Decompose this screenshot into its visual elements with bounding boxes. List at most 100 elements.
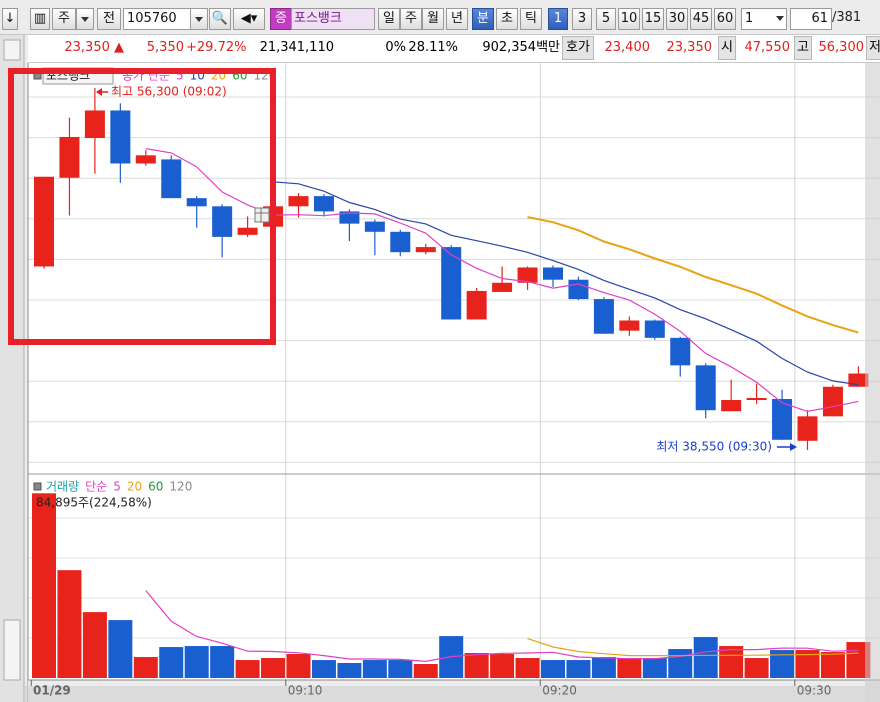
volume-readout: 84,895주(224,58%) (36, 496, 152, 510)
dropdown-arrow[interactable] (76, 8, 94, 30)
moving-average (527, 216, 859, 334)
dropdown-arrow[interactable] (772, 8, 786, 28)
bid: 23,350 (666, 40, 713, 55)
candle-body (619, 320, 640, 331)
volume-bar (820, 652, 845, 678)
amount: 902,354백만 (482, 40, 560, 55)
candle-body (441, 247, 462, 320)
x-tick-label: 09:30 (797, 684, 832, 698)
candle-body (644, 320, 665, 338)
volume-title: 거래량 (46, 480, 79, 494)
legend-icon (33, 482, 42, 491)
toolbar-button[interactable]: 월 (422, 8, 444, 30)
volume-bar (490, 654, 515, 678)
ask-label: 호가 (562, 36, 594, 60)
candle-body (543, 267, 563, 280)
legend-entry: 5 (113, 480, 121, 494)
speaker-button[interactable]: ◀▾ (233, 8, 265, 30)
toolbar-button[interactable]: 30 (666, 8, 688, 30)
frame-overlay (865, 63, 880, 702)
toolbar-button[interactable]: 초 (496, 8, 518, 30)
x-tick-label: 01/29 (33, 684, 71, 698)
change-rate: +29.72% (186, 40, 247, 55)
toolbar-button[interactable]: 1 (548, 8, 568, 30)
volume-bar (566, 660, 591, 678)
candle-body (415, 247, 436, 253)
toolbar-button[interactable]: 년 (446, 8, 468, 30)
table-icon[interactable] (254, 207, 270, 223)
search-button[interactable]: 🔍 (209, 8, 231, 30)
toolbar-button[interactable]: 틱 (520, 8, 542, 30)
low-annotation: 최저 38,550 (09:30) (656, 440, 772, 454)
volume-bar (719, 646, 744, 678)
code-input[interactable]: 105760 (123, 8, 191, 30)
volume-bar (337, 663, 362, 678)
candle-body (110, 110, 131, 164)
dropdown-arrow[interactable] (190, 8, 208, 30)
quote-bar: 23,350 ▲ 5,350 +29.72% 21,341,110 0% 28.… (28, 35, 880, 63)
toolbar-button[interactable]: 분 (472, 8, 494, 30)
volume-bar (159, 647, 184, 678)
toolbar-button[interactable]: 일 (378, 8, 400, 30)
candle-body (288, 196, 309, 207)
legend-entry: 120 (169, 480, 192, 494)
volume-bar (668, 649, 693, 678)
high-label: 고 (794, 36, 812, 60)
toolbar-button[interactable]: 5 (596, 8, 616, 30)
volume-bar (261, 658, 286, 678)
total-count: /381 (832, 10, 862, 25)
candle-body (772, 399, 793, 440)
candle-body (84, 110, 105, 138)
candle-body (161, 159, 182, 199)
candle-body (339, 211, 360, 224)
candle-body (34, 176, 54, 267)
change: 5,350 (146, 40, 184, 55)
volume-bar (642, 658, 667, 678)
candle-body (695, 365, 716, 411)
candle-body (568, 279, 589, 300)
open-label: 시 (718, 36, 736, 60)
candle-body (135, 155, 156, 164)
exchange-badge: 증 (270, 8, 292, 30)
stock-name[interactable]: 포스뱅크 (291, 8, 375, 30)
toolbar-button[interactable]: 60 (714, 8, 736, 30)
price: 23,350 ▲ (64, 40, 124, 55)
volume-bar (133, 657, 158, 678)
candle-body (364, 221, 385, 232)
volume-bar (57, 570, 82, 678)
highlight-box (8, 68, 276, 345)
volume-bar (617, 658, 642, 678)
volume-bar (388, 660, 413, 678)
volume-bar (744, 658, 769, 678)
volume-bar (464, 653, 489, 678)
candle-body (466, 290, 487, 320)
toolbar-button[interactable]: 15 (642, 8, 664, 30)
toolbar-button[interactable]: 45 (690, 8, 712, 30)
price-type[interactable]: 전 (97, 8, 121, 30)
market-select[interactable]: 주 (52, 8, 76, 30)
low-arrow-head (790, 443, 797, 451)
toolbar-button[interactable]: 3 (572, 8, 592, 30)
multiplier[interactable]: 1 (741, 8, 787, 30)
candle-body (492, 282, 513, 292)
toolbar-button[interactable]: 10 (618, 8, 640, 30)
grid (28, 63, 880, 680)
high-annotation: 최고 56,300 (09:02) (111, 85, 227, 99)
gutter-toggle[interactable]: ↓ (2, 8, 18, 30)
candle-body (390, 231, 411, 253)
chart-icon[interactable]: ▥ (30, 8, 50, 30)
candle-body (186, 198, 207, 207)
gutter-button[interactable] (3, 39, 21, 61)
candle-body (313, 196, 334, 212)
count-input[interactable]: 61 (790, 8, 832, 30)
volume-bar (235, 660, 260, 678)
volume-bar (362, 660, 387, 678)
gutter-button[interactable] (3, 619, 21, 681)
legend-entry: 60 (148, 480, 163, 494)
volume-bar (693, 637, 718, 678)
candle-body (721, 400, 742, 412)
toolbar-button[interactable]: 주 (400, 8, 422, 30)
high-arrow-head (96, 88, 102, 96)
volume-bar (184, 646, 209, 678)
